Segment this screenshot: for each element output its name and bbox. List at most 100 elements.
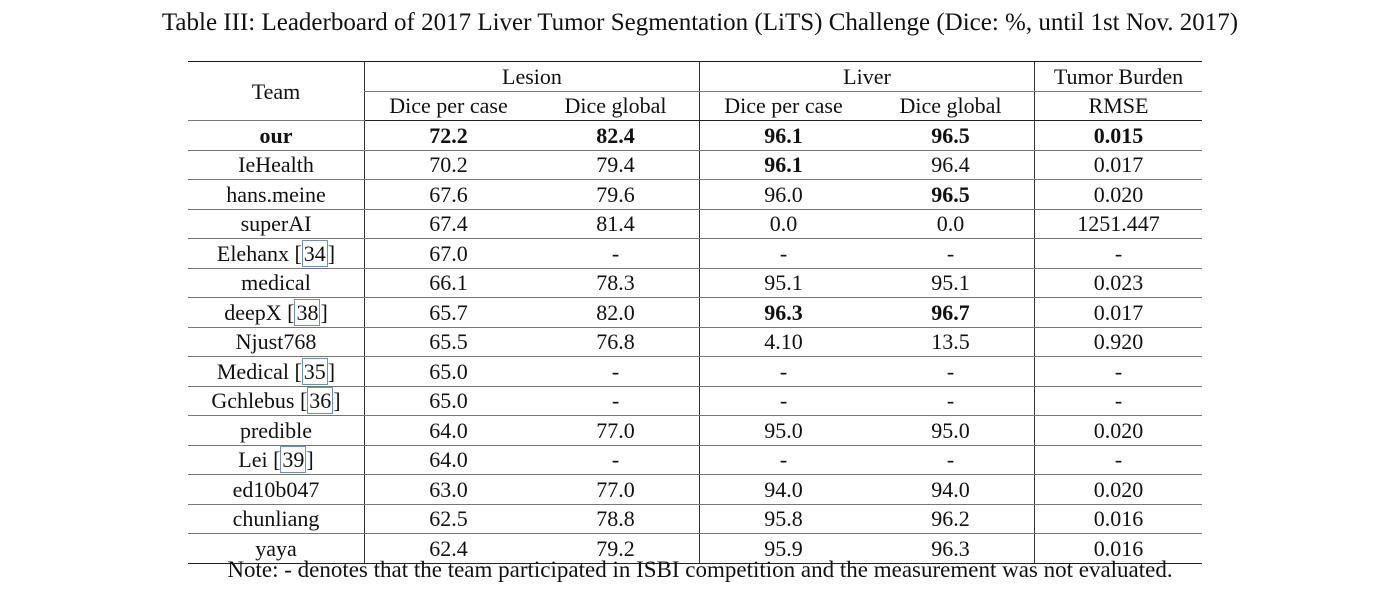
citation-link[interactable]: 39 (280, 446, 307, 474)
value-cell: 96.0 (699, 179, 867, 210)
header-row-subcolumns: Dice per case Dice global Dice per case … (188, 91, 1202, 121)
table-row: IeHealth 70.2 79.4 96.1 96.4 0.017 (188, 150, 1202, 180)
team-cell: ed10b047 (188, 474, 365, 505)
value-cell: - (699, 356, 867, 387)
leaderboard-table: Team Lesion Liver Tumor Burden Dice per … (188, 61, 1202, 564)
value-cell: 0.020 (1034, 415, 1202, 446)
team-name: our (259, 122, 293, 148)
value-cell: - (532, 356, 700, 387)
value-cell: - (867, 445, 1035, 475)
value-cell: 0.0 (699, 209, 867, 239)
table-row: yaya 62.4 79.2 95.9 96.3 0.016 (188, 533, 1202, 564)
value-cell: 95.9 (699, 533, 867, 564)
team-name: Njust768 (235, 329, 317, 355)
value-cell: 65.0 (364, 386, 532, 416)
value-cell: 67.4 (364, 209, 532, 239)
team-name: chunliang (232, 506, 320, 532)
team-cell: hans.meine (188, 179, 365, 210)
citation-link[interactable]: 38 (294, 298, 321, 326)
team-name: yaya (255, 535, 297, 561)
value-cell: 4.10 (699, 327, 867, 357)
team-name: Lei (238, 447, 268, 473)
value-cell: - (867, 356, 1035, 387)
value-cell: 0.023 (1034, 268, 1202, 298)
team-cell: Gchlebus [36] (188, 386, 365, 416)
team-cell: our (188, 120, 365, 151)
team-cell: yaya (188, 533, 365, 564)
value-cell: 81.4 (532, 209, 700, 239)
value-cell: - (867, 238, 1035, 269)
value-cell: 96.2 (867, 504, 1035, 534)
value-cell: 79.6 (532, 179, 700, 210)
value-cell: 63.0 (364, 474, 532, 505)
value-cell: 13.5 (867, 327, 1035, 357)
header-tumor-burden-rmse: RMSE (1034, 91, 1202, 121)
value-cell: - (699, 386, 867, 416)
value-cell: - (867, 386, 1035, 416)
header-liver-dice-per-case: Dice per case (699, 91, 867, 121)
table-row: superAI 67.4 81.4 0.0 0.0 1251.447 (188, 209, 1202, 239)
citation-link[interactable]: 35 (301, 357, 328, 385)
value-cell: - (1034, 386, 1202, 416)
value-cell: - (532, 238, 700, 269)
table-row: deepX [38] 65.7 82.0 96.3 96.7 0.017 (188, 297, 1202, 328)
table-row: Elehanx [34] 67.0- - - - (188, 238, 1202, 269)
team-name: predible (239, 417, 313, 443)
value-cell: 95.0 (699, 415, 867, 446)
value-cell: 72.2 (364, 120, 532, 151)
table-row: chunliang 62.5 78.8 95.8 96.2 0.016 (188, 504, 1202, 534)
team-name: Elehanx (216, 240, 289, 266)
team-cell: deepX [38] (188, 297, 365, 328)
table-row: ed10b047 63.0 77.0 94.0 94.0 0.020 (188, 474, 1202, 505)
value-cell: 0.016 (1034, 533, 1202, 564)
value-cell: 65.5 (364, 327, 532, 357)
team-cell: Njust768 (188, 327, 365, 357)
value-cell: 77.0 (532, 474, 700, 505)
table-row: predible 64.0 77.0 95.0 95.0 0.020 (188, 415, 1202, 446)
value-cell: 79.2 (532, 533, 700, 564)
header-lesion-dice-global: Dice global (532, 91, 700, 121)
value-cell: 67.6 (364, 179, 532, 210)
value-cell: 95.1 (867, 268, 1035, 298)
value-cell: 96.4 (867, 150, 1035, 180)
value-cell: 62.5 (364, 504, 532, 534)
value-cell: - (1034, 356, 1202, 387)
value-cell: 95.0 (867, 415, 1035, 446)
value-cell: 96.5 (867, 120, 1035, 151)
team-name: IeHealth (238, 152, 314, 178)
value-cell: 67.0 (364, 238, 532, 269)
value-cell: 82.4 (532, 120, 700, 151)
value-cell: - (699, 445, 867, 475)
value-cell: - (1034, 445, 1202, 475)
value-cell: - (532, 445, 700, 475)
team-name: medical (241, 270, 311, 296)
team-name: superAI (240, 211, 312, 237)
value-cell: 70.2 (364, 150, 532, 180)
value-cell: 96.1 (699, 120, 867, 151)
value-cell: 79.4 (532, 150, 700, 180)
header-group-lesion: Lesion (364, 61, 700, 92)
value-cell: 82.0 (532, 297, 700, 328)
team-name: Medical (216, 358, 289, 384)
team-cell: superAI (188, 209, 365, 239)
citation-link[interactable]: 36 (307, 387, 334, 415)
header-row-groups: Team Lesion Liver Tumor Burden (188, 61, 1202, 121)
value-cell: 96.5 (867, 179, 1035, 210)
value-cell: 95.8 (699, 504, 867, 534)
team-cell: Lei [39] (188, 445, 365, 475)
value-cell: 0.020 (1034, 179, 1202, 210)
value-cell: 1251.447 (1034, 209, 1202, 239)
table-row: medical 66.1 78.3 95.1 95.1 0.023 (188, 268, 1202, 298)
header-group-tumor-burden: Tumor Burden (1034, 61, 1202, 92)
header-team: Team (188, 61, 365, 121)
citation-link[interactable]: 34 (301, 239, 328, 267)
team-cell: predible (188, 415, 365, 446)
header-liver-dice-global: Dice global (867, 91, 1035, 121)
table-row: Medical [35] 65.0- - - - (188, 356, 1202, 387)
team-cell: Medical [35] (188, 356, 365, 387)
value-cell: 0.017 (1034, 150, 1202, 180)
value-cell: 65.0 (364, 356, 532, 387)
value-cell: 78.8 (532, 504, 700, 534)
team-cell: medical (188, 268, 365, 298)
value-cell: 0.015 (1034, 120, 1202, 151)
